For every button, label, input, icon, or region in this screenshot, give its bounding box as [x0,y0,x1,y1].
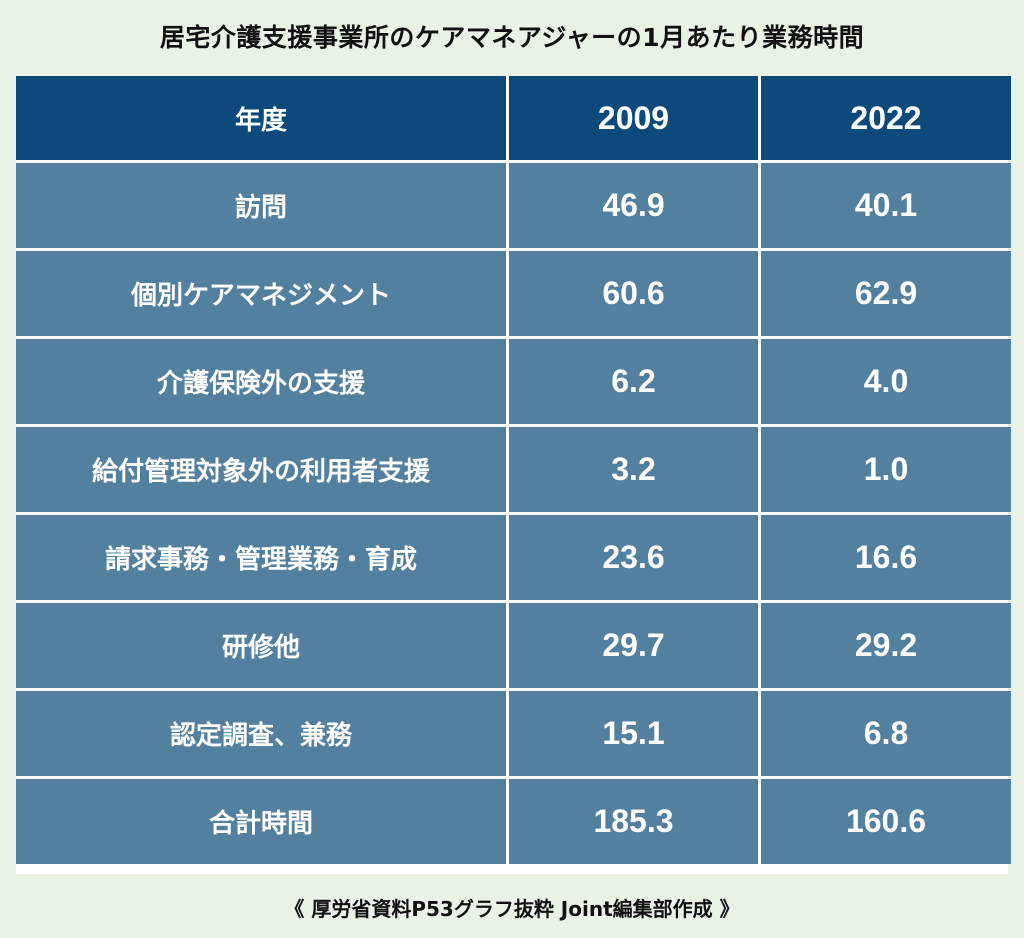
row-label: 認定調査、兼務 [16,691,506,776]
value-2009: 46.9 [509,163,758,248]
row-label: 介護保険外の支援 [16,339,506,424]
row-label: 合計時間 [16,779,506,864]
table-row: 合計時間 185.3 160.6 [16,779,1011,864]
table-row: 介護保険外の支援 6.2 4.0 [16,339,1011,424]
value-2009: 3.2 [509,427,758,512]
value-2009: 23.6 [509,515,758,600]
table-row: 訪問 46.9 40.1 [16,163,1011,248]
value-2022: 29.2 [761,603,1011,688]
value-2009: 185.3 [509,779,758,864]
table-row: 認定調査、兼務 15.1 6.8 [16,691,1011,776]
table-row: 個別ケアマネジメント 60.6 62.9 [16,251,1011,336]
row-label: 個別ケアマネジメント [16,251,506,336]
value-2009: 15.1 [509,691,758,776]
table-body: 訪問 46.9 40.1 個別ケアマネジメント 60.6 62.9 介護保険外の支援 6.2 4… [16,163,1011,864]
table-row: 研修他 29.7 29.2 [16,603,1011,688]
value-2022: 4.0 [761,339,1011,424]
header-2009: 2009 [509,76,758,160]
table-row: 請求事務・管理業務・育成 23.6 16.6 [16,515,1011,600]
value-2022: 16.6 [761,515,1011,600]
value-2009: 60.6 [509,251,758,336]
value-2022: 160.6 [761,779,1011,864]
row-label: 研修他 [16,603,506,688]
header-2022: 2022 [761,76,1011,160]
source-note: 《 厚労省資料P53グラフ抜粋 Joint編集部作成 》 [284,897,740,921]
value-2022: 40.1 [761,163,1011,248]
table-row: 給付管理対象外の利用者支援 3.2 1.0 [16,427,1011,512]
time-table: 年度 2009 2022 訪問 46.9 40.1 個別ケアマネジメント 60.6 62.… [13,73,1014,867]
row-label: 給付管理対象外の利用者支援 [16,427,506,512]
value-2022: 1.0 [761,427,1011,512]
value-2022: 6.8 [761,691,1011,776]
header-row: 年度 2009 2022 [16,76,1011,160]
chart-title: 居宅介護支援事業所のケアマネアジャーの1月あたり業務時間 [159,23,865,52]
data-table: 年度 2009 2022 訪問 46.9 40.1 個別ケアマネジメント 60.6 62.… [16,76,1011,874]
header-year-label: 年度 [16,76,506,160]
row-label: 請求事務・管理業務・育成 [16,515,506,600]
row-label: 訪問 [16,163,506,248]
value-2022: 62.9 [761,251,1011,336]
value-2009: 29.7 [509,603,758,688]
value-2009: 6.2 [509,339,758,424]
